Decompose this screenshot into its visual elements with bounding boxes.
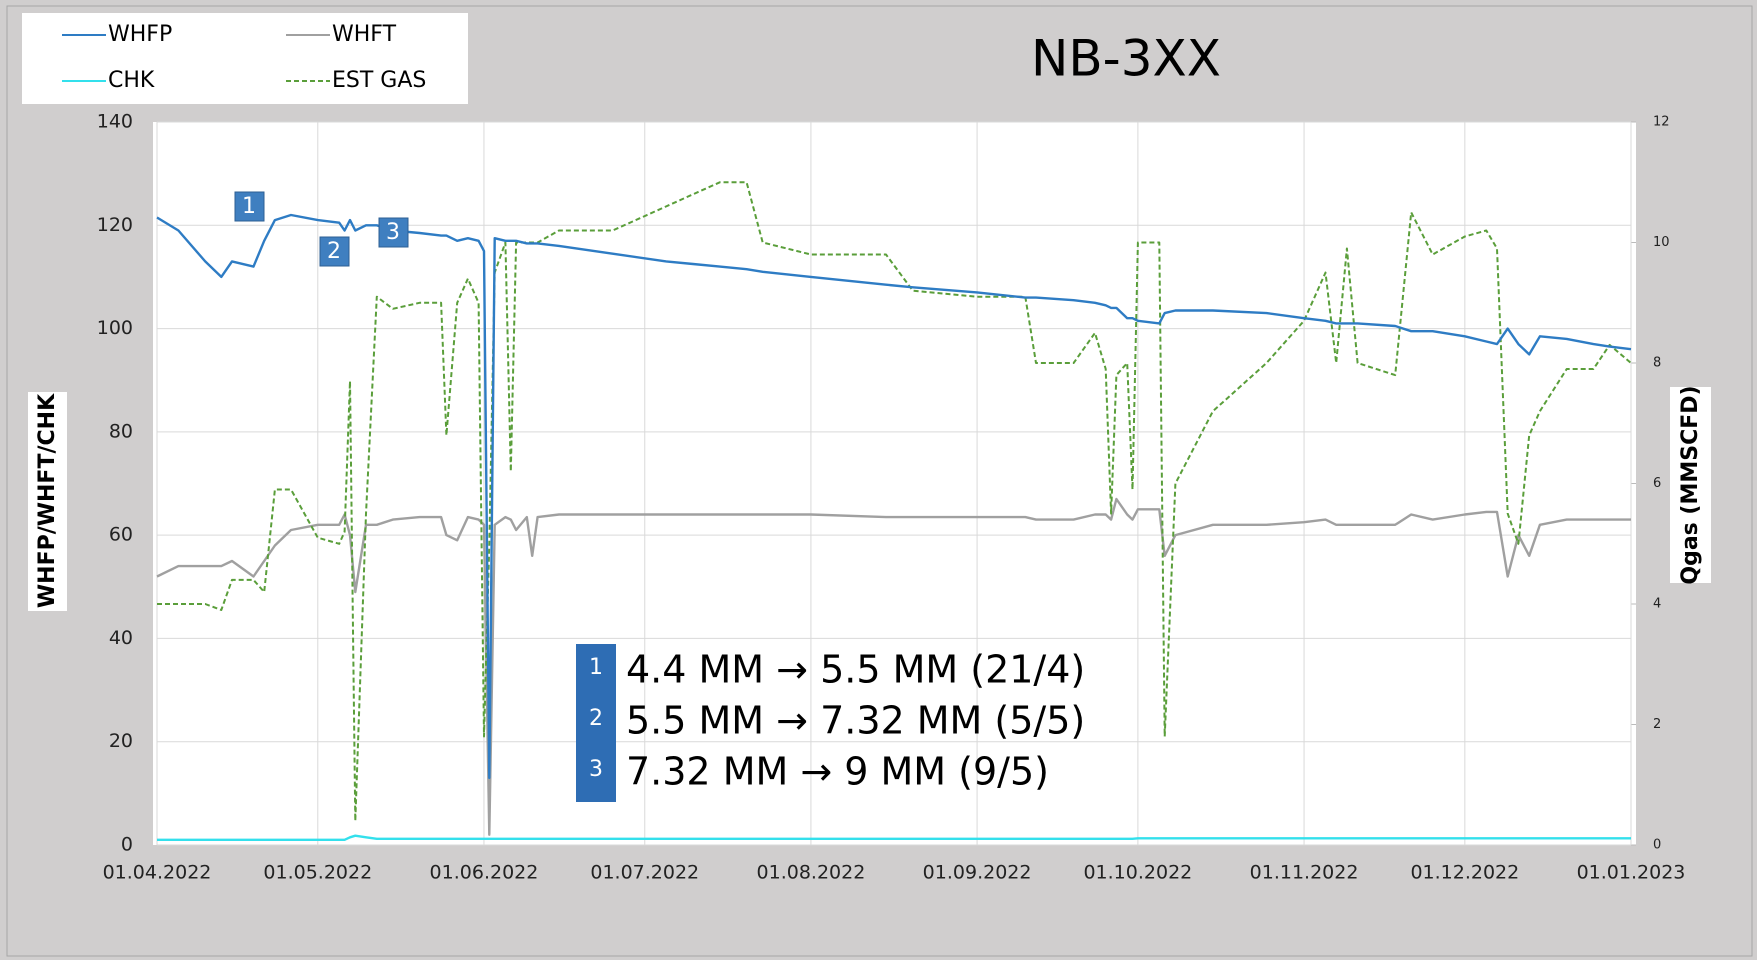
note-text: 4.4 MM → 5.5 MM (21/4) bbox=[626, 648, 1085, 692]
x-tick-label: 01.05.2022 bbox=[263, 862, 372, 884]
x-tick-label: 01.01.2023 bbox=[1577, 862, 1686, 884]
marker-box bbox=[319, 236, 350, 267]
y-axis-label: WHFP/WHFT/CHK bbox=[35, 393, 60, 608]
y-tick-label: 140 bbox=[97, 111, 133, 133]
x-tick-label: 01.09.2022 bbox=[923, 862, 1032, 884]
marker-box bbox=[378, 217, 409, 248]
legend-label: WHFP bbox=[108, 22, 172, 47]
x-tick-label: 01.04.2022 bbox=[103, 862, 212, 884]
chart-title: NB-3XX bbox=[1031, 30, 1221, 88]
y2-label-box bbox=[1670, 387, 1711, 583]
series-line bbox=[157, 834, 1631, 841]
y-tick-label: 60 bbox=[109, 524, 133, 546]
y-tick-label: 0 bbox=[121, 834, 133, 856]
series-line bbox=[156, 497, 1631, 836]
marker-box bbox=[234, 191, 265, 222]
series-line bbox=[157, 181, 1632, 822]
legend-box bbox=[22, 13, 468, 104]
marker-label: 3 bbox=[386, 220, 400, 245]
note-text: 7.32 MM → 9 MM (9/5) bbox=[626, 750, 1049, 794]
note-box bbox=[576, 746, 616, 802]
x-tick-label: 01.11.2022 bbox=[1250, 862, 1359, 884]
y2-tick-label: 6 bbox=[1653, 476, 1661, 491]
y-tick-label: 80 bbox=[109, 420, 133, 442]
y2-tick-label: 10 bbox=[1653, 235, 1670, 250]
y-tick-label: 40 bbox=[109, 627, 133, 649]
x-tick-label: 01.08.2022 bbox=[757, 862, 866, 884]
marker-label: 1 bbox=[242, 194, 256, 219]
y-tick-label: 120 bbox=[97, 214, 133, 236]
y2-tick-label: 2 bbox=[1653, 717, 1661, 732]
x-tick-label: 01.10.2022 bbox=[1083, 862, 1192, 884]
legend-label: EST GAS bbox=[332, 68, 426, 93]
x-tick-label: 01.07.2022 bbox=[590, 862, 699, 884]
note-box bbox=[576, 695, 616, 751]
x-tick-label: 01.12.2022 bbox=[1410, 862, 1519, 884]
y-label-box bbox=[28, 392, 67, 611]
y2-tick-label: 12 bbox=[1653, 115, 1670, 130]
note-box bbox=[576, 644, 616, 700]
marker-label: 2 bbox=[327, 239, 341, 264]
y2-axis-label: Qgas (MMSCFD) bbox=[1678, 385, 1703, 584]
series-line bbox=[156, 213, 1632, 780]
note-number: 3 bbox=[589, 757, 603, 782]
note-number: 2 bbox=[589, 706, 603, 731]
y2-tick-label: 0 bbox=[1653, 838, 1661, 853]
note-number: 1 bbox=[589, 655, 603, 680]
x-tick-label: 01.06.2022 bbox=[430, 862, 539, 884]
y2-tick-label: 4 bbox=[1653, 597, 1661, 612]
legend-label: CHK bbox=[108, 68, 155, 93]
legend-label: WHFT bbox=[332, 22, 397, 47]
y2-tick-label: 8 bbox=[1653, 356, 1661, 371]
y-tick-label: 20 bbox=[109, 730, 133, 752]
y-tick-label: 100 bbox=[97, 317, 133, 339]
note-text: 5.5 MM → 7.32 MM (5/5) bbox=[626, 699, 1085, 743]
